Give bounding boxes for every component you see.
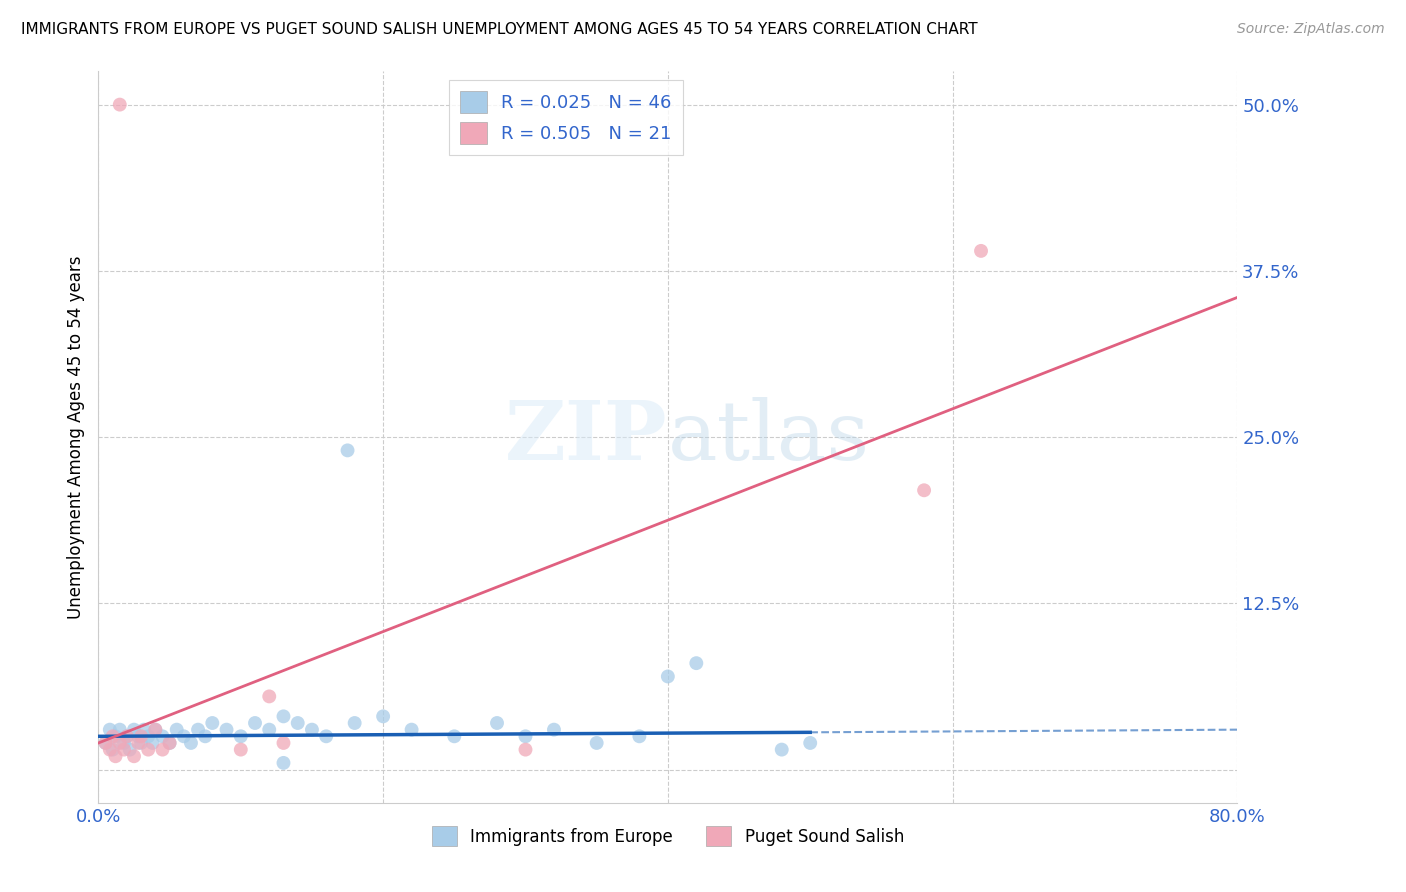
Point: [259, 690, 281, 704]
Point: [166, 723, 188, 737]
Point: [315, 729, 337, 743]
Point: [187, 723, 209, 737]
Point: [301, 723, 323, 737]
Point: [127, 736, 149, 750]
Point: [94, 736, 117, 750]
Point: [159, 736, 181, 750]
Point: [373, 709, 395, 723]
Point: [112, 742, 135, 756]
Point: [585, 736, 607, 750]
Point: [273, 756, 295, 770]
Point: [129, 729, 152, 743]
Point: [152, 729, 174, 743]
Point: [104, 749, 127, 764]
Point: [259, 723, 281, 737]
Point: [104, 729, 127, 743]
Point: [98, 723, 121, 737]
Point: [799, 736, 821, 750]
Point: [515, 742, 537, 756]
Point: [443, 729, 465, 743]
Point: [515, 729, 537, 743]
Point: [118, 742, 141, 756]
Point: [112, 736, 135, 750]
Point: [229, 729, 252, 743]
Point: [215, 723, 238, 737]
Point: [101, 729, 124, 743]
Point: [970, 244, 993, 258]
Point: [173, 729, 195, 743]
Point: [343, 716, 366, 731]
Point: [108, 97, 131, 112]
Point: [194, 729, 217, 743]
Point: [243, 716, 266, 731]
Point: [159, 736, 181, 750]
Point: [136, 742, 159, 756]
Point: [94, 736, 117, 750]
Point: [770, 742, 793, 756]
Point: [912, 483, 935, 498]
Point: [685, 656, 707, 670]
Point: [543, 723, 565, 737]
Point: [129, 736, 152, 750]
Point: [628, 729, 651, 743]
Point: [145, 723, 167, 737]
Text: ZIP: ZIP: [505, 397, 668, 477]
Point: [98, 742, 121, 756]
Point: [273, 736, 295, 750]
Point: [180, 736, 202, 750]
Point: [108, 723, 131, 737]
Text: IMMIGRANTS FROM EUROPE VS PUGET SOUND SALISH UNEMPLOYMENT AMONG AGES 45 TO 54 YE: IMMIGRANTS FROM EUROPE VS PUGET SOUND SA…: [21, 22, 977, 37]
Point: [229, 742, 252, 756]
Legend: Immigrants from Europe, Puget Sound Salish: Immigrants from Europe, Puget Sound Sali…: [425, 820, 911, 853]
Point: [152, 742, 174, 756]
Point: [101, 742, 124, 756]
Point: [201, 716, 224, 731]
Point: [486, 716, 509, 731]
Point: [145, 723, 167, 737]
Point: [273, 709, 295, 723]
Y-axis label: Unemployment Among Ages 45 to 54 years: Unemployment Among Ages 45 to 54 years: [66, 255, 84, 619]
Text: atlas: atlas: [668, 397, 870, 477]
Point: [287, 716, 309, 731]
Point: [115, 729, 138, 743]
Point: [122, 723, 145, 737]
Point: [336, 443, 359, 458]
Text: Source: ZipAtlas.com: Source: ZipAtlas.com: [1237, 22, 1385, 37]
Point: [127, 729, 149, 743]
Point: [141, 736, 163, 750]
Point: [136, 729, 159, 743]
Point: [401, 723, 423, 737]
Point: [108, 736, 131, 750]
Point: [122, 749, 145, 764]
Point: [132, 723, 155, 737]
Point: [657, 669, 679, 683]
Point: [115, 729, 138, 743]
